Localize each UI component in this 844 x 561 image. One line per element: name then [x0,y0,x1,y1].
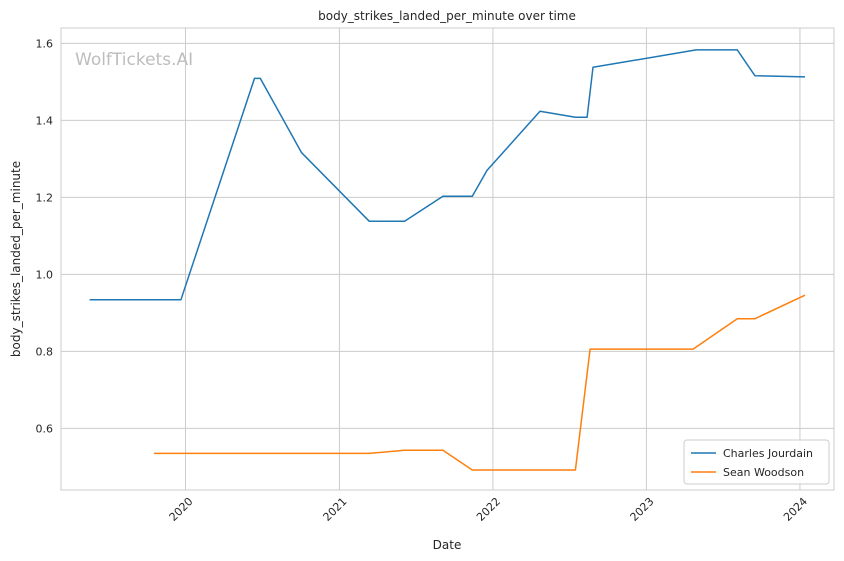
watermark: WolfTickets.AI [75,50,193,70]
x-axis-label: Date [433,538,462,552]
y-tick-label: 1.6 [36,37,54,50]
y-tick-label: 0.6 [36,422,54,435]
series-line-0 [89,49,806,301]
legend-label: Sean Woodson [723,466,804,479]
series-line-1 [153,294,806,471]
legend: Charles Jourdain Sean Woodson [683,439,830,485]
chart-title: body_strikes_landed_per_minute over time [318,9,576,23]
y-axis-ticks: 0.6 0.8 1.0 1.2 1.4 1.6 [36,37,54,435]
y-axis-label: body_strikes_landed_per_minute [9,161,23,357]
y-tick-label: 1.4 [36,114,54,127]
y-tick-label: 0.8 [36,345,54,358]
legend-label: Charles Jourdain [723,447,813,460]
series-lines [89,49,806,471]
y-tick-label: 1.0 [36,268,54,281]
y-tick-label: 1.2 [36,191,54,204]
plot-area-frame [60,27,835,491]
legend-box [683,439,830,485]
